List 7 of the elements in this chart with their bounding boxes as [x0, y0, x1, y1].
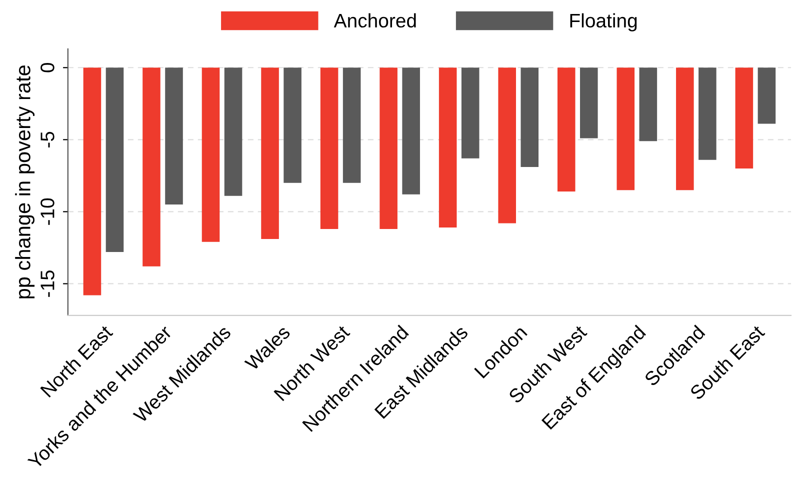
- y-tick-label: -10: [40, 198, 54, 225]
- y-axis-title: pp change in poverty rate: [15, 66, 35, 298]
- y-tick-label: -15: [40, 270, 54, 297]
- y-tick-label: 0: [40, 62, 54, 72]
- legend-label: Anchored: [334, 13, 416, 28]
- y-tick-label: -5: [40, 132, 54, 148]
- legend-label: Floating: [570, 13, 637, 32]
